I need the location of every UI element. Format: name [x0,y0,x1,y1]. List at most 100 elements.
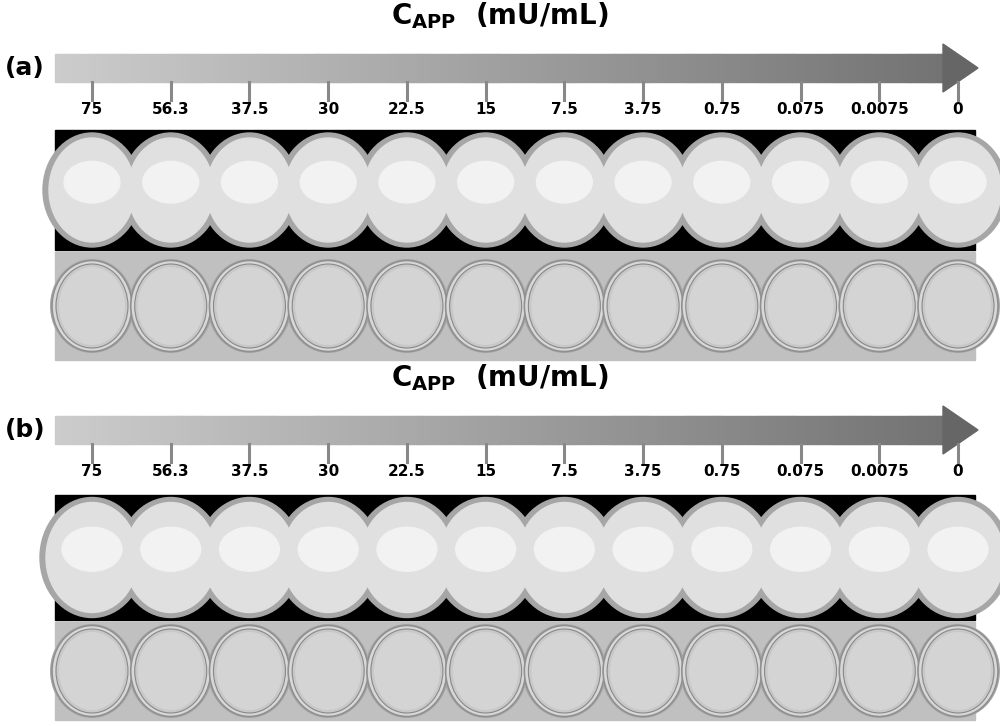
Bar [641,416,645,444]
Ellipse shape [138,267,204,345]
Bar [481,416,485,444]
Bar [668,416,671,444]
Bar [321,416,325,444]
Ellipse shape [836,138,922,242]
Bar [91,416,94,444]
Bar [511,54,514,82]
Bar [505,54,508,82]
Bar [484,54,488,82]
Ellipse shape [209,626,289,717]
Ellipse shape [918,626,998,717]
Bar [662,54,665,82]
Bar [327,416,331,444]
Bar [135,54,138,82]
Bar [925,416,929,444]
Bar [881,54,884,82]
Bar [304,416,307,444]
Bar [105,416,109,444]
Text: 0.0075: 0.0075 [850,102,909,117]
Text: 15: 15 [475,102,496,117]
Bar [768,54,772,82]
Bar [600,54,603,82]
Bar [212,416,215,444]
Bar [573,54,576,82]
Bar [357,54,360,82]
Bar [461,54,464,82]
Bar [333,54,337,82]
Bar [126,54,130,82]
Bar [342,54,346,82]
Bar [878,416,881,444]
Bar [345,54,349,82]
Bar [478,416,482,444]
Bar [407,54,411,82]
Text: 7.5: 7.5 [551,464,578,479]
Bar [416,54,420,82]
Ellipse shape [446,261,526,351]
Bar [662,416,665,444]
Bar [703,54,707,82]
Bar [449,54,452,82]
Bar [620,416,624,444]
Bar [324,416,328,444]
Bar [727,416,730,444]
Ellipse shape [364,138,450,242]
Bar [64,54,67,82]
Bar [70,54,73,82]
Bar [129,416,132,444]
Ellipse shape [521,138,607,242]
Bar [185,54,189,82]
Bar [253,416,257,444]
Bar [298,54,301,82]
Bar [677,54,680,82]
Bar [659,416,662,444]
Bar [381,416,384,444]
Bar [884,416,887,444]
Ellipse shape [839,261,919,351]
Ellipse shape [682,626,762,717]
Bar [256,54,260,82]
Bar [369,416,372,444]
Bar [108,54,112,82]
Bar [742,416,745,444]
Ellipse shape [512,497,616,618]
Ellipse shape [591,497,695,618]
Bar [262,416,266,444]
Bar [647,54,650,82]
Bar [348,54,352,82]
Bar [839,416,843,444]
Bar [712,416,716,444]
Bar [514,54,517,82]
Bar [552,416,556,444]
Bar [99,54,103,82]
Bar [147,416,150,444]
Bar [360,54,363,82]
Ellipse shape [916,624,1000,718]
Bar [502,54,505,82]
Bar [73,54,76,82]
Bar [845,54,849,82]
Bar [132,54,135,82]
Bar [221,416,224,444]
Bar [683,416,686,444]
Bar [375,54,378,82]
Text: 22.5: 22.5 [388,102,426,117]
Bar [469,54,473,82]
Bar [757,416,760,444]
Bar [508,54,511,82]
Bar [271,416,275,444]
Bar [739,416,742,444]
Bar [230,416,233,444]
Bar [431,54,434,82]
Bar [872,416,875,444]
Ellipse shape [50,624,134,718]
Bar [363,416,366,444]
Bar [490,54,494,82]
Bar [369,54,372,82]
Bar [706,54,710,82]
Bar [866,416,870,444]
Bar [144,54,147,82]
Bar [558,54,562,82]
Bar [588,54,591,82]
Bar [153,54,156,82]
